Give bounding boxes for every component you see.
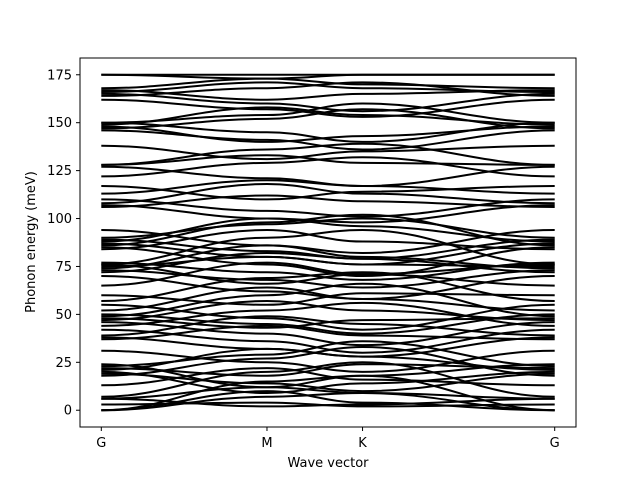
band-line bbox=[101, 271, 555, 302]
band-line bbox=[101, 367, 555, 387]
band-line bbox=[101, 244, 555, 270]
band-line bbox=[101, 246, 555, 278]
band-line bbox=[101, 92, 555, 113]
y-tick-label: 25 bbox=[55, 356, 72, 371]
band-line bbox=[101, 321, 555, 347]
band-line bbox=[101, 194, 555, 208]
band-line bbox=[101, 106, 555, 126]
band-line bbox=[101, 317, 555, 329]
band-line bbox=[101, 370, 555, 395]
band-line bbox=[101, 336, 555, 358]
y-tick-label: 175 bbox=[47, 68, 72, 83]
band-line bbox=[101, 324, 555, 341]
band-line bbox=[101, 269, 555, 289]
x-tick-label: K bbox=[358, 436, 367, 451]
band-line bbox=[101, 81, 555, 93]
y-tick-label: 150 bbox=[47, 116, 72, 131]
band-line bbox=[101, 313, 555, 335]
x-tick-label: G bbox=[550, 436, 560, 451]
band-line bbox=[101, 263, 555, 285]
band-line bbox=[101, 238, 555, 260]
y-axis-ticks: 0 25 50 75 100 125 150 175 bbox=[47, 68, 80, 419]
band-line bbox=[101, 198, 555, 218]
y-tick-label: 0 bbox=[64, 404, 72, 419]
y-tick-label: 50 bbox=[55, 308, 72, 323]
x-tick-label: G bbox=[96, 436, 106, 451]
y-tick-label: 75 bbox=[55, 260, 72, 275]
band-line bbox=[101, 154, 555, 166]
band-line bbox=[101, 185, 555, 201]
band-line bbox=[101, 363, 555, 389]
band-line bbox=[101, 349, 555, 373]
band-line bbox=[101, 303, 555, 331]
band-line bbox=[101, 275, 555, 301]
band-lines bbox=[101, 73, 555, 412]
x-axis-label: Wave vector bbox=[287, 456, 369, 471]
band-line bbox=[101, 228, 555, 266]
band-line bbox=[101, 286, 555, 312]
band-line bbox=[101, 204, 555, 224]
band-line bbox=[101, 144, 555, 161]
band-line bbox=[101, 282, 555, 318]
band-line bbox=[101, 386, 555, 400]
band-line bbox=[101, 340, 555, 368]
band-line bbox=[101, 261, 555, 287]
y-axis-label: Phonon energy (meV) bbox=[24, 171, 39, 313]
plot-frame bbox=[79, 57, 577, 428]
x-tick-label: M bbox=[261, 436, 272, 451]
band-line bbox=[101, 98, 555, 118]
band-line bbox=[101, 213, 555, 247]
band-line bbox=[101, 182, 555, 205]
band-line bbox=[101, 261, 555, 281]
band-line bbox=[101, 77, 555, 90]
band-line bbox=[101, 363, 555, 377]
band-line bbox=[101, 121, 555, 143]
band-line bbox=[101, 165, 555, 188]
band-line bbox=[101, 401, 555, 408]
band-line bbox=[101, 242, 555, 266]
band-line bbox=[101, 73, 555, 80]
y-tick-label: 100 bbox=[47, 212, 72, 227]
band-line bbox=[101, 129, 555, 151]
band-line bbox=[101, 89, 555, 101]
y-tick-label: 125 bbox=[47, 164, 72, 179]
band-line bbox=[101, 229, 555, 255]
band-line bbox=[101, 228, 555, 251]
band-line bbox=[101, 292, 555, 306]
band-line bbox=[101, 328, 555, 354]
